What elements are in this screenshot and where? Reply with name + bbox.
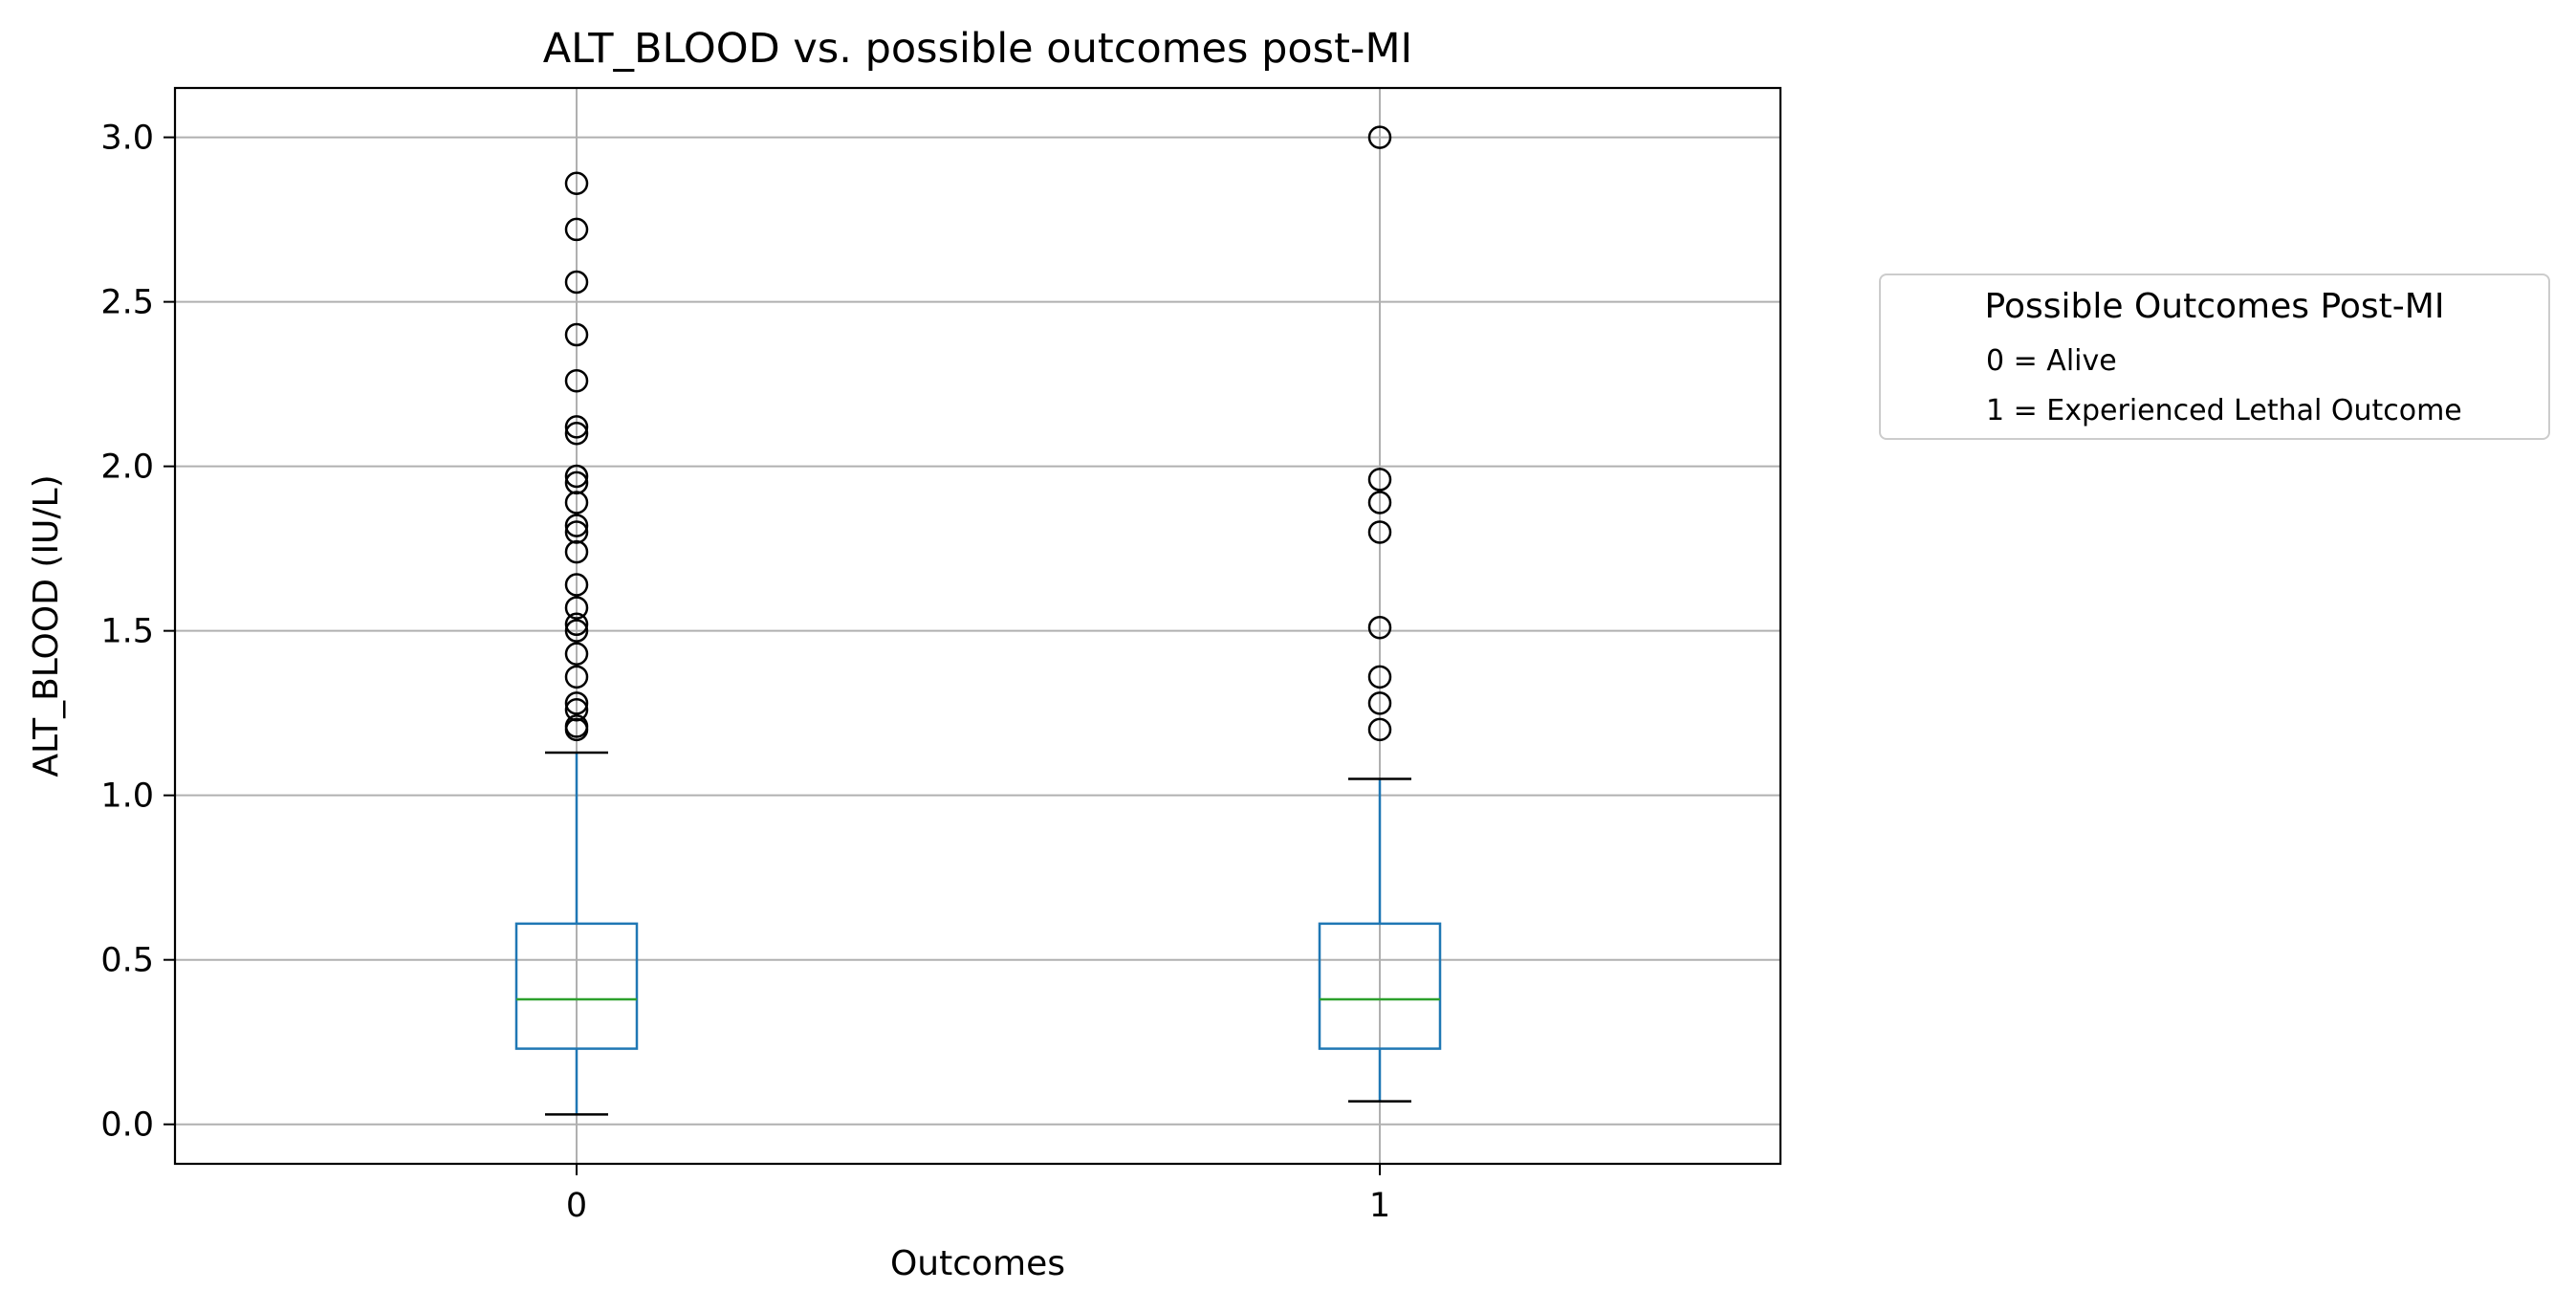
outlier-point (1367, 491, 1392, 514)
y-axis-label: ALT_BLOOD (IU/L) (27, 474, 66, 777)
x-tick-label: 1 (1369, 1187, 1390, 1225)
outlier-point (564, 697, 589, 722)
legend-entry: 0 = Alive (1986, 344, 2117, 378)
y-tick-label: 2.0 (100, 449, 154, 487)
x-axis-label: Outcomes (890, 1244, 1065, 1283)
outlier-point (564, 270, 589, 295)
chart-title: ALT_BLOOD vs. possible outcomes post-MI (543, 25, 1412, 73)
outlier-point (1367, 468, 1392, 492)
y-tick-label: 0.0 (100, 1106, 154, 1145)
outlier-point (564, 368, 589, 393)
outlier-point (564, 573, 589, 597)
outlier-point (564, 612, 589, 637)
outlier-point (564, 171, 589, 196)
box-layer (514, 125, 1442, 1116)
outlier-point (1367, 520, 1392, 544)
legend-entry: 1 = Experienced Lethal Outcome (1986, 394, 2462, 427)
outlier-point (564, 619, 589, 643)
y-tick-label: 0.5 (100, 942, 154, 980)
legend-frame (1879, 274, 2550, 440)
outlier-point (564, 322, 589, 347)
outlier-point (1367, 691, 1392, 715)
outlier-point (564, 520, 589, 544)
x-tick-label: 0 (566, 1187, 587, 1225)
grid-lines (175, 88, 1780, 1164)
outlier-point (564, 464, 589, 489)
outlier-point (564, 665, 589, 689)
outlier-point (1367, 717, 1392, 742)
y-tick-label: 3.0 (100, 120, 154, 158)
outlier-point (564, 691, 589, 715)
outlier-point (564, 714, 589, 738)
box-0 (514, 171, 639, 1116)
outlier-point (564, 539, 589, 564)
axis-ticks: 0.0 0.5 1.0 1.5 2.0 2.5 3.0 0 1 (100, 120, 1390, 1225)
outlier-point (564, 642, 589, 666)
outlier-point (564, 596, 589, 620)
outlier-point (1367, 665, 1392, 689)
outlier-point (564, 421, 589, 446)
iqr-box (514, 922, 639, 1050)
plot-frame (173, 86, 1782, 1166)
box-1 (1318, 125, 1442, 1103)
legend-title: Possible Outcomes Post-MI (1985, 287, 2445, 326)
y-tick-label: 1.0 (100, 777, 154, 816)
outlier-point (564, 491, 589, 514)
outlier-point (564, 514, 589, 537)
y-tick-label: 2.5 (100, 284, 154, 322)
outlier-point (1367, 615, 1392, 640)
outlier-point (564, 415, 589, 439)
y-tick-label: 1.5 (100, 613, 154, 651)
outlier-point (564, 217, 589, 242)
outlier-point (1367, 125, 1392, 149)
legend: Possible Outcomes Post-MI 0 = Alive 1 = … (1879, 274, 2550, 440)
outlier-point (564, 470, 589, 495)
iqr-box (1318, 922, 1442, 1050)
